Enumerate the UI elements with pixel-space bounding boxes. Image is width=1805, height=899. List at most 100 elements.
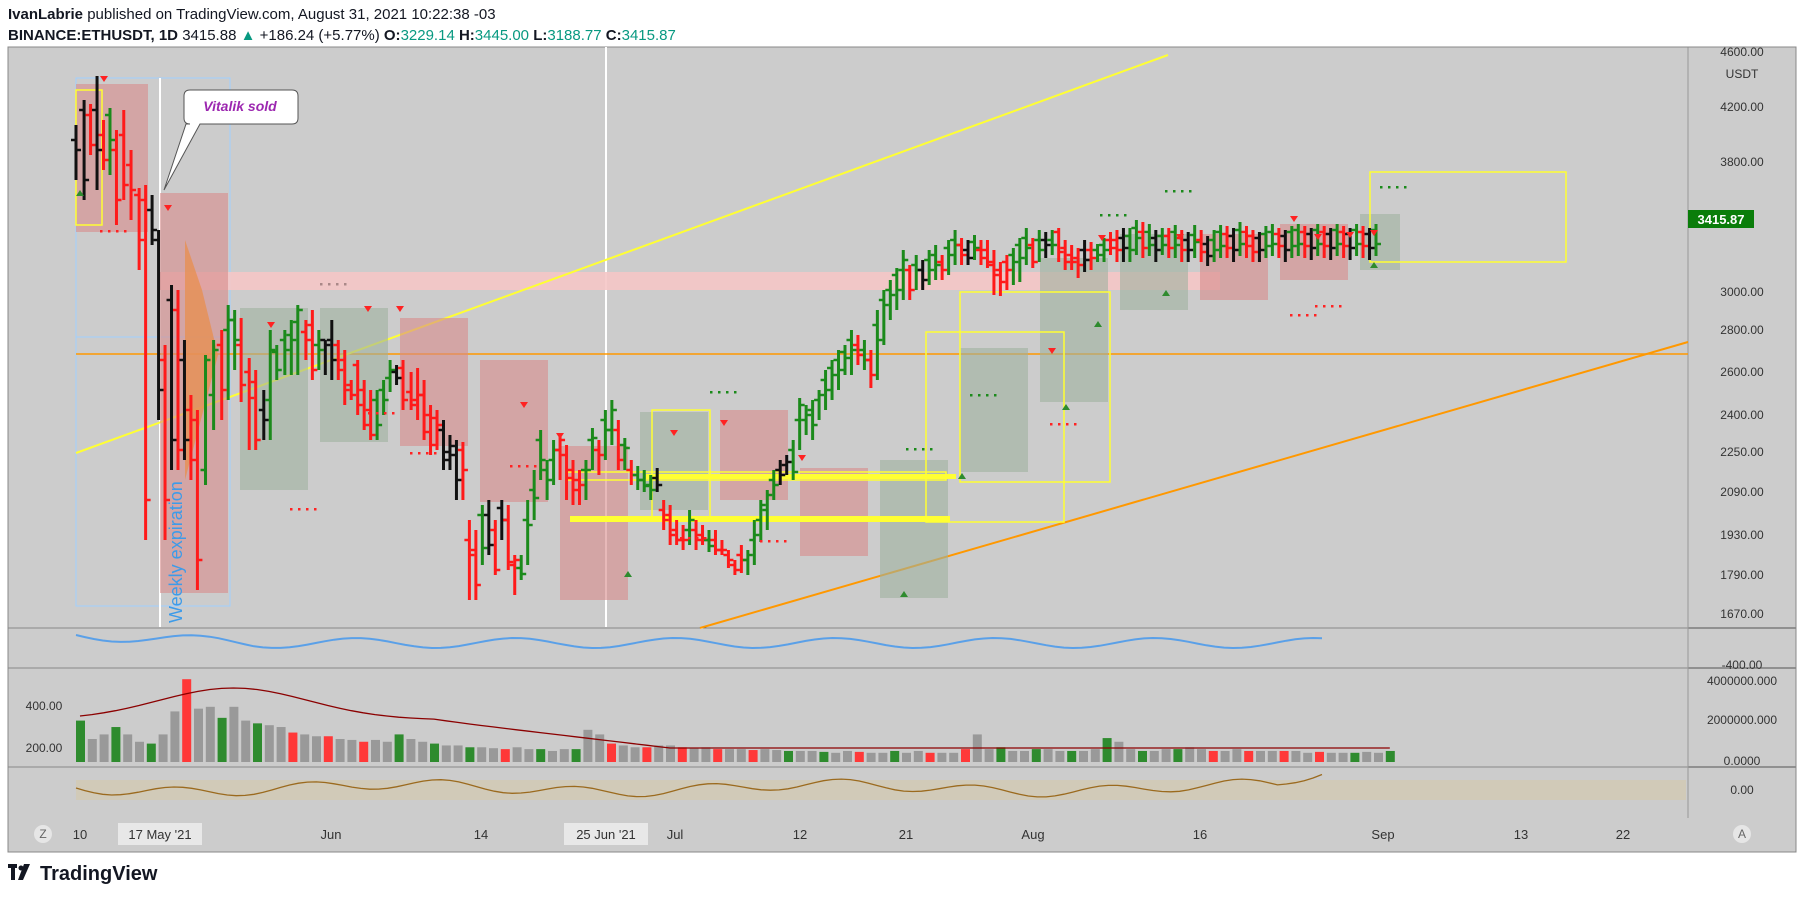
volume-bar <box>607 743 616 762</box>
rsi-tick: -400.00 <box>1722 658 1763 672</box>
yellow-box <box>925 331 1065 523</box>
volume-bar <box>819 751 829 762</box>
signal-triangle <box>520 402 528 408</box>
shaded-zone <box>480 360 548 502</box>
dot-marker <box>710 391 713 394</box>
volume-bar <box>312 736 321 762</box>
dot-marker <box>510 465 513 468</box>
volume-bar <box>984 749 994 762</box>
high-label: H: <box>458 27 475 44</box>
time-tick: 14 <box>474 827 488 842</box>
volume-bar <box>1267 750 1277 762</box>
volume-bar <box>831 752 841 762</box>
change-value: +186.24 (+5.77%) <box>259 27 380 44</box>
dot-marker <box>1050 423 1053 426</box>
last-price-badge <box>1688 210 1754 228</box>
volume-bar <box>1138 750 1147 762</box>
volume-bar <box>559 749 569 762</box>
signal-triangle <box>1346 232 1354 238</box>
volume-bar <box>394 734 404 762</box>
low-value: 3188.77 <box>547 27 602 44</box>
dot-marker <box>314 508 317 511</box>
volume-bar <box>264 725 274 762</box>
volume-tick: 2000000.000 <box>1707 713 1777 727</box>
signal-triangle <box>798 455 806 461</box>
price-axis[interactable] <box>1688 47 1796 818</box>
signal-triangle <box>364 306 372 312</box>
signal-triangle <box>1098 235 1106 241</box>
time-tick: Aug <box>1021 827 1044 842</box>
volume-bar <box>135 741 144 762</box>
signal-triangle <box>1290 216 1298 222</box>
volume-bar <box>300 734 310 762</box>
signal-triangle <box>396 306 404 312</box>
volume-bar <box>158 734 168 762</box>
volume-bar <box>87 739 97 762</box>
dot-marker <box>734 391 737 394</box>
oscillator-pane[interactable] <box>8 768 1688 818</box>
volume-bar <box>194 708 203 762</box>
dot-marker <box>986 394 989 397</box>
shaded-zone <box>960 348 1028 472</box>
volume-bar <box>1374 752 1383 762</box>
dot-marker <box>1331 305 1334 308</box>
nav-right-button[interactable] <box>1733 825 1751 843</box>
dot-marker <box>1066 423 1069 426</box>
time-tick: Sep <box>1371 827 1394 842</box>
date-tick-badge <box>118 823 202 845</box>
volume-bar <box>371 739 380 762</box>
dot-marker <box>688 537 691 540</box>
volume-bar <box>961 749 970 762</box>
volume-bar <box>1079 750 1088 762</box>
volume-left-tick: 200.00 <box>26 741 63 755</box>
volume-bar <box>1303 752 1313 762</box>
volume-bar <box>500 749 510 762</box>
close-label: C: <box>605 27 622 44</box>
dot-marker <box>726 391 729 394</box>
volume-bar <box>713 749 723 762</box>
volume-bar <box>807 750 817 762</box>
callout[interactable]: Vitalik sold <box>163 89 299 191</box>
volume-bar <box>1220 750 1230 762</box>
volume-bar <box>76 720 85 762</box>
time-axis[interactable] <box>8 818 1796 852</box>
dot-marker <box>376 412 379 415</box>
price-tick: 4200.00 <box>1720 100 1764 114</box>
volume-bar <box>1338 752 1348 762</box>
volume-bar <box>854 751 864 762</box>
volume-bar <box>760 749 770 762</box>
nav-left-button[interactable] <box>34 825 52 843</box>
volume-bar <box>441 745 451 762</box>
dot-marker <box>418 452 421 455</box>
volume-bar <box>99 734 109 762</box>
shaded-zone <box>880 460 948 598</box>
volume-bar <box>1173 749 1183 762</box>
volume-bar <box>748 750 758 762</box>
dot-marker <box>906 448 909 451</box>
volume-bar <box>866 752 876 762</box>
symbol-name[interactable]: BINANCE:ETHUSDT, 1D <box>8 27 179 44</box>
price-tick: 2090.00 <box>1720 485 1764 499</box>
signal-triangle <box>267 322 275 328</box>
volume-bar <box>736 749 746 762</box>
author-name[interactable]: IvanLabrie <box>8 6 84 23</box>
dot-marker <box>696 537 699 540</box>
volume-pane[interactable] <box>8 669 1688 766</box>
volume-bar <box>465 747 475 762</box>
tradingview-logo[interactable]: TradingView <box>8 863 157 886</box>
volume-bar <box>524 749 534 762</box>
price-tick: 3000.00 <box>1720 285 1764 299</box>
volume-bar <box>571 749 581 762</box>
price-bars <box>71 76 1381 600</box>
oscillator-line <box>75 773 1323 798</box>
volume-bar <box>1185 747 1195 762</box>
volume-bar <box>1208 750 1218 762</box>
volume-bar <box>217 717 227 762</box>
nav-right-label: A <box>1738 827 1746 841</box>
volume-bar <box>1244 750 1254 762</box>
volume-bar <box>453 745 463 762</box>
signal-triangle <box>624 571 632 577</box>
volume-ma-line <box>79 687 1390 749</box>
callout-shape <box>163 89 299 191</box>
